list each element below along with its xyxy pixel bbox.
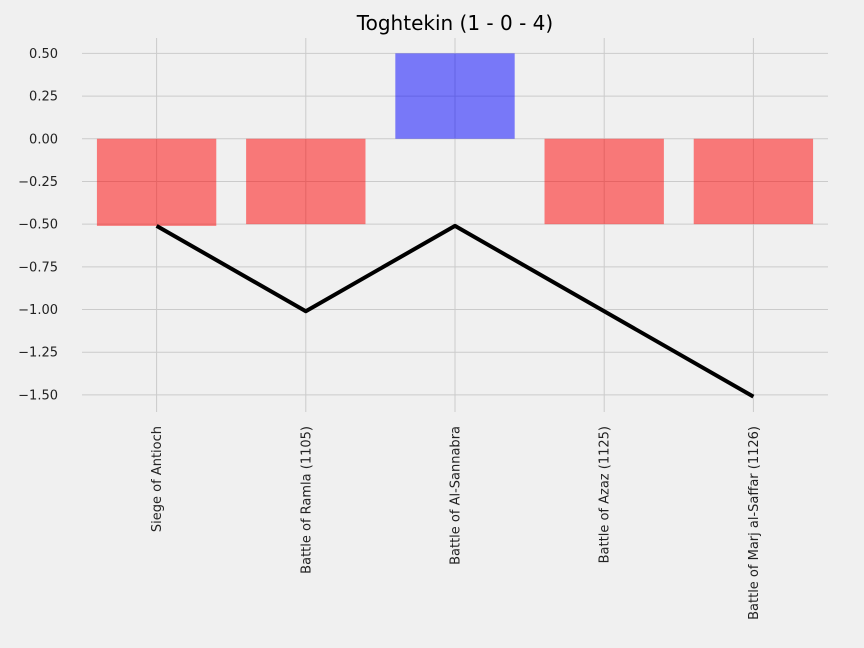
bars — [96, 53, 814, 226]
y-tick-label: −1.50 — [18, 388, 58, 403]
x-tick-label: Battle of Marj al-Saffar (1126) — [747, 426, 762, 620]
x-tick-label: Battle of Al-Sannabra — [449, 426, 464, 565]
y-tick-label: −0.50 — [18, 218, 58, 233]
y-tick-label: 0.25 — [29, 90, 58, 105]
x-axis-ticks: Siege of Antioch Battle of Ramla (1105) Ba… — [150, 426, 762, 620]
x-tick-label: Battle of Azaz (1125) — [598, 426, 613, 563]
line-series — [155, 223, 755, 399]
y-tick-label: −0.75 — [18, 260, 58, 275]
y-tick-label: −0.25 — [18, 175, 58, 190]
bar — [96, 138, 217, 226]
cumulative-line — [155, 223, 755, 399]
x-tick-label: Battle of Ramla (1105) — [299, 426, 314, 574]
x-tick-label: Siege of Antioch — [150, 426, 165, 532]
bar — [544, 138, 664, 225]
bar — [246, 138, 366, 225]
chart-title: Toghtekin (1 - 0 - 4) — [356, 11, 553, 35]
y-axis-ticks: 0.50 0.25 0.00 −0.25 −0.50 −0.75 −1.00 −1.25 −1.… — [18, 47, 58, 404]
bar — [693, 138, 814, 225]
y-tick-label: −1.00 — [18, 303, 58, 318]
y-tick-label: −1.25 — [18, 346, 58, 361]
y-tick-label: 0.50 — [29, 47, 58, 62]
bar — [395, 53, 515, 139]
y-tick-label: 0.00 — [29, 132, 58, 147]
